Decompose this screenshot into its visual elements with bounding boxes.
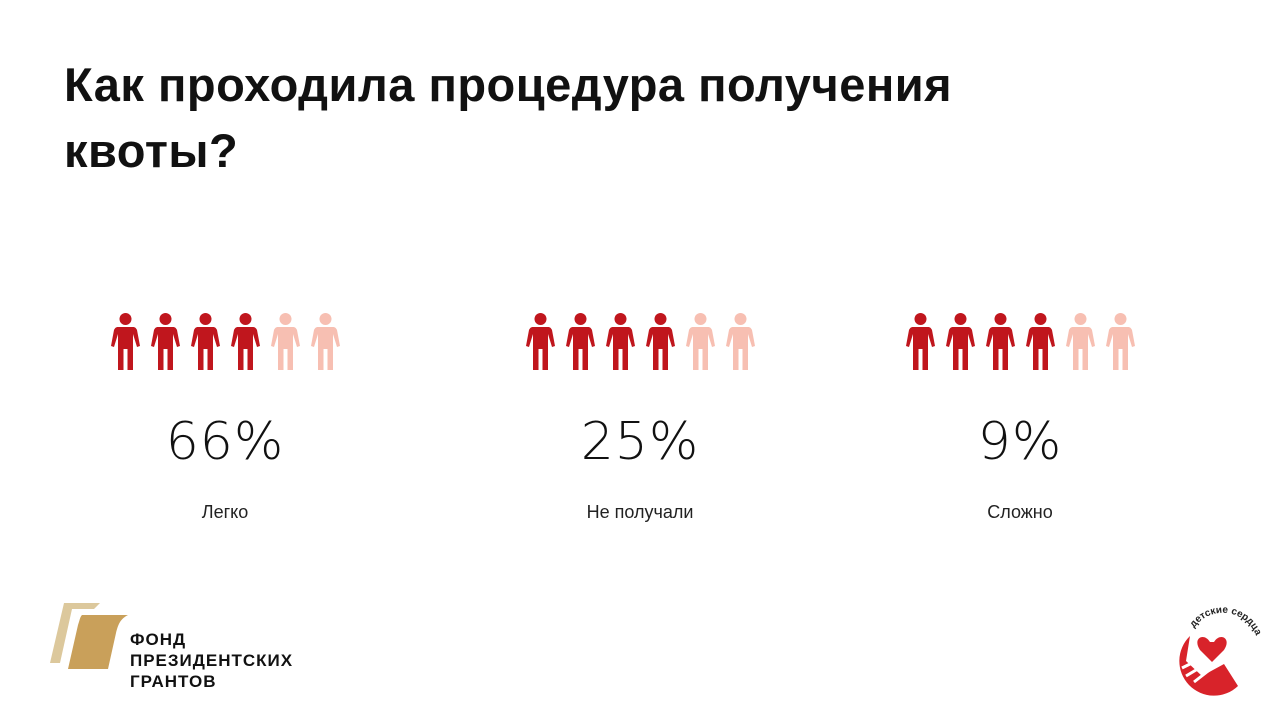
person-filled-icon [525, 313, 555, 370]
person-empty-icon [1065, 313, 1095, 370]
person-filled-icon [1025, 313, 1055, 370]
person-filled-icon [905, 313, 935, 370]
fund-logo-line: ПРЕЗИДЕНТСКИХ [130, 651, 294, 670]
people-icons [520, 312, 760, 374]
person-empty-icon [270, 313, 300, 370]
stat-label: Легко [201, 502, 249, 522]
people-icons [900, 312, 1140, 374]
stat-hard: 9% Сложно [900, 312, 1140, 523]
person-empty-icon [310, 313, 340, 370]
stat-label: Сложно [987, 502, 1053, 522]
person-filled-icon [985, 313, 1015, 370]
fund-logo-line: ГРАНТОВ [130, 672, 217, 691]
person-empty-icon [1105, 313, 1135, 370]
fund-logo-text: ФОНД ПРЕЗИДЕНТСКИХ ГРАНТОВ [130, 629, 293, 692]
fund-logo-line: ФОНД [130, 630, 187, 649]
person-empty-icon [685, 313, 715, 370]
presidential-grants-fund-logo: ФОНД ПРЕЗИДЕНТСКИХ ГРАНТОВ [50, 603, 292, 691]
person-filled-icon [110, 313, 140, 370]
stat-percent: 66% [165, 412, 285, 472]
svg-text:детские сердца: детские сердца [1188, 606, 1262, 637]
heart-hands-icon: детские сердца [1179, 605, 1264, 696]
detskie-serdtsa-logo: детские сердца [1172, 605, 1264, 696]
person-filled-icon [565, 313, 595, 370]
person-empty-icon [725, 313, 755, 370]
stat-easy: 66% Легко [105, 312, 345, 523]
fund-emblem-icon [50, 603, 128, 669]
person-filled-icon [605, 313, 635, 370]
stat-percent: 25% [580, 412, 700, 472]
person-filled-icon [230, 313, 260, 370]
stat-label: Не получали [586, 502, 694, 522]
person-filled-icon [150, 313, 180, 370]
page-title: Как проходила процедура получения квоты? [64, 58, 953, 177]
stat-not-received: 25% Не получали [520, 312, 760, 523]
partner-logo-text: детские сердца [1188, 605, 1264, 638]
person-filled-icon [645, 313, 675, 370]
person-filled-icon [945, 313, 975, 370]
stat-percent: 9% [977, 412, 1063, 472]
people-icons [105, 312, 345, 374]
person-filled-icon [190, 313, 220, 370]
